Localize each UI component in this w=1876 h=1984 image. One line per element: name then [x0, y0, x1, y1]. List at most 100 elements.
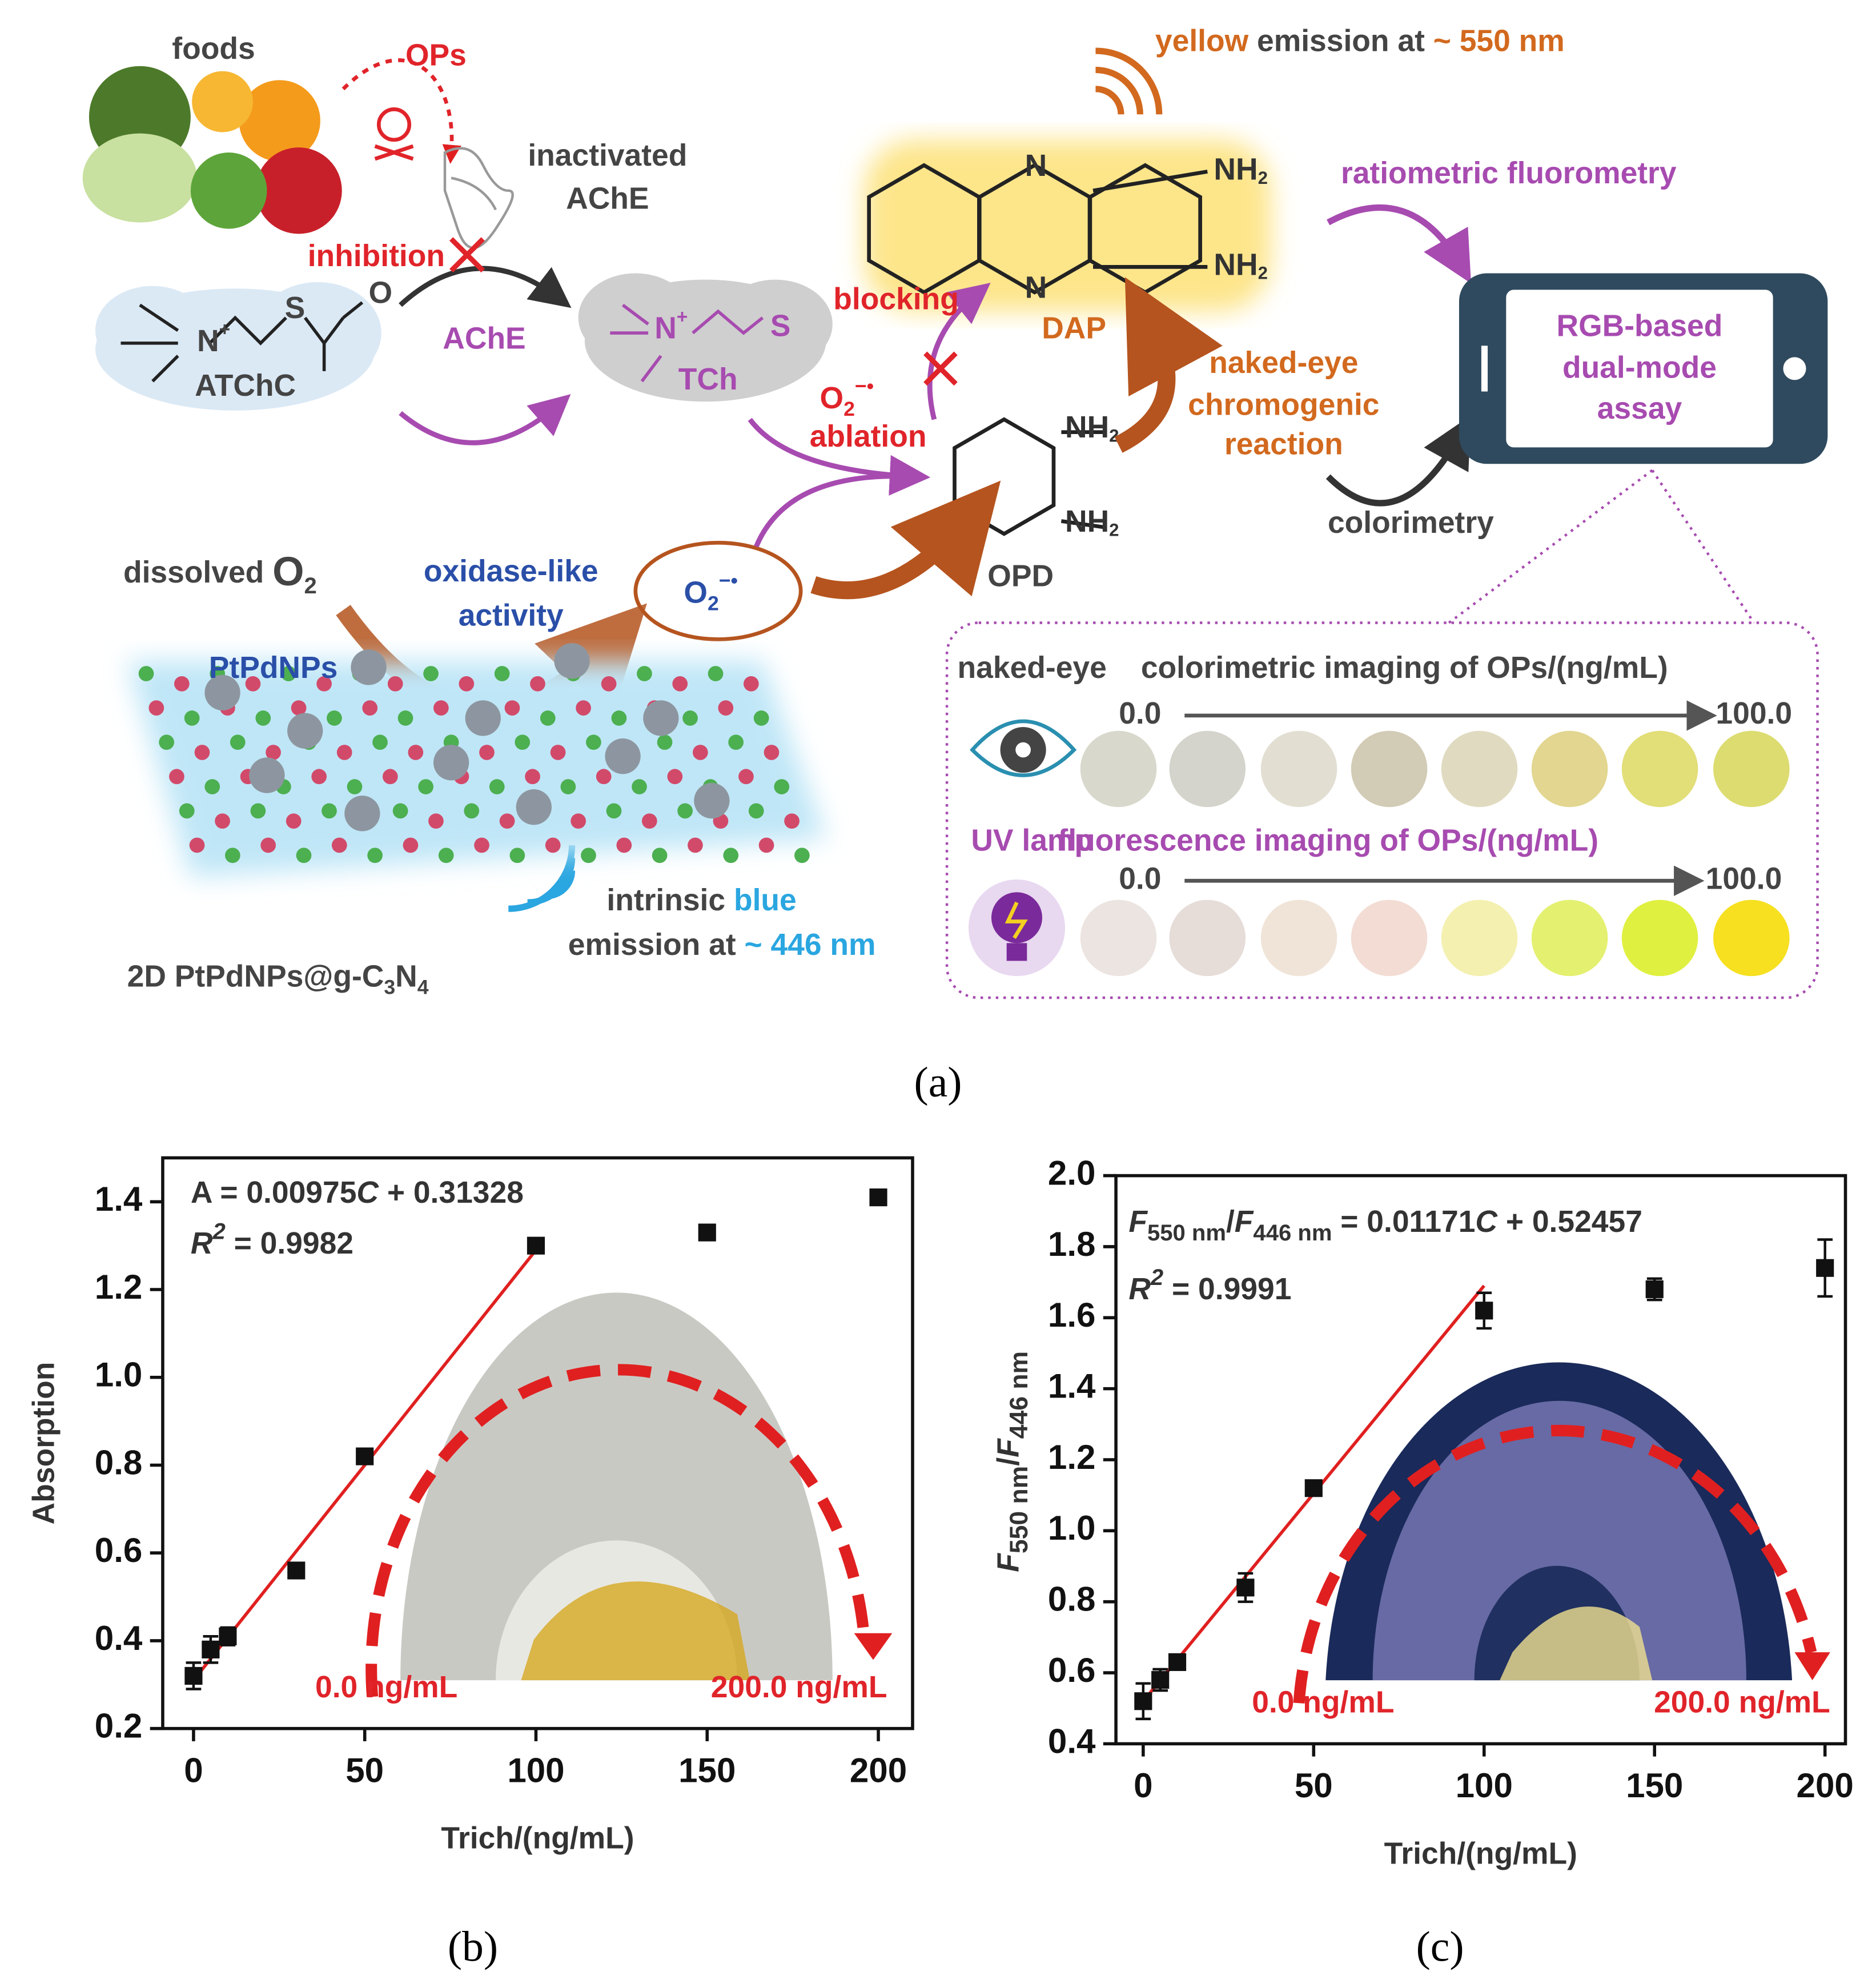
part: ~ 550 nm	[1433, 25, 1565, 58]
phone-screen	[1506, 290, 1773, 448]
atom	[692, 745, 708, 760]
sup: −•	[719, 569, 738, 592]
atom	[362, 700, 378, 716]
y-tick-label: 2.0	[1048, 1154, 1096, 1192]
point	[219, 1627, 237, 1645]
atom	[255, 710, 271, 726]
arrow	[1327, 204, 1471, 284]
y-tick-label: 0.4	[1048, 1722, 1096, 1760]
nanoparticle	[351, 649, 387, 685]
sub: 2	[1258, 263, 1268, 283]
arrow	[754, 473, 915, 548]
atom	[641, 813, 657, 829]
atom	[688, 837, 703, 853]
tch-bonds	[610, 303, 764, 383]
arrow	[810, 480, 1001, 600]
atom	[560, 779, 576, 794]
nanoparticle	[204, 674, 240, 711]
label: emission at ~ 446 nm	[568, 928, 876, 962]
sup: 2	[1150, 1264, 1163, 1290]
point	[698, 1223, 716, 1242]
x-tick-label: 50	[346, 1751, 384, 1789]
atom	[230, 734, 246, 750]
atom	[764, 745, 780, 760]
eye-icon	[970, 719, 1077, 777]
y-tick-label: 1.8	[1048, 1225, 1096, 1263]
atom	[738, 769, 754, 785]
atom	[499, 813, 515, 829]
x-tick-label: 100	[507, 1751, 564, 1789]
y-tick-label: 0.8	[95, 1443, 143, 1481]
x-tick-label: 200	[1797, 1766, 1854, 1805]
nh2: NH2	[1065, 411, 1119, 445]
x-tick-label: 150	[1626, 1766, 1683, 1805]
arrow	[399, 394, 571, 445]
sub: 2	[1109, 520, 1119, 540]
point	[184, 1666, 203, 1685]
y-tick-label: 1.2	[1048, 1438, 1096, 1476]
part: 2D PtPdNPs@g-C	[127, 960, 384, 994]
cloud-superoxide	[633, 540, 803, 641]
ops-arrow	[342, 58, 461, 164]
r-squared: R2 = 0.9982	[191, 1219, 353, 1260]
atom	[336, 745, 352, 760]
atom-s: S	[285, 291, 306, 325]
atom	[677, 803, 693, 819]
bond	[1060, 430, 1106, 529]
atom	[509, 848, 525, 864]
label: dissolved O2	[123, 549, 317, 599]
label: ratiometric fluorometry	[1341, 156, 1677, 190]
sub: 446 nm	[1005, 1351, 1033, 1439]
atom	[540, 710, 556, 726]
atom	[215, 813, 230, 829]
arrow	[399, 266, 572, 308]
ring	[953, 417, 1056, 536]
sub: 2	[304, 573, 317, 599]
r-squared: R2 = 0.9991	[1128, 1264, 1291, 1306]
atom	[774, 779, 790, 794]
nh: NH	[1065, 505, 1109, 539]
label: naked-eye	[1209, 346, 1358, 380]
nh2: NH2	[1214, 248, 1267, 283]
atom	[311, 769, 327, 785]
charge: +	[677, 306, 688, 327]
atom	[504, 700, 520, 716]
atom	[331, 837, 347, 853]
label: ablation	[810, 420, 927, 453]
y-tick-label: 1.6	[1048, 1296, 1096, 1334]
atom	[728, 734, 744, 750]
label: AChE	[443, 322, 525, 356]
y-tick-label: 0.8	[1048, 1580, 1096, 1618]
atom	[433, 700, 449, 716]
atom	[708, 666, 724, 681]
schematic: N+ S O N+ S N N NH2 NH2 NH2 NH2 foods OP…	[82, 25, 1828, 999]
part: + 0.31328	[379, 1176, 524, 1210]
part: + 0.52457	[1497, 1205, 1642, 1239]
atom	[280, 666, 296, 681]
part: F	[1128, 1205, 1148, 1239]
part: /	[1226, 1205, 1235, 1239]
atom	[397, 710, 413, 726]
x-axis-title: Trich/(ng/mL)	[441, 1822, 634, 1856]
part: dissolved	[123, 556, 272, 589]
label: colorimetric imaging of OPs/(ng/mL)	[1141, 651, 1668, 685]
atom	[250, 803, 266, 819]
y-tick-label: 0.6	[95, 1531, 143, 1569]
atom	[657, 734, 673, 750]
atom	[266, 745, 281, 760]
atom	[489, 779, 505, 794]
part: emission at	[1257, 25, 1425, 58]
part: = 0.9991	[1163, 1272, 1291, 1306]
nh2: NH2	[1065, 505, 1119, 540]
skull	[374, 107, 414, 161]
part: A = 0.00975	[191, 1176, 357, 1210]
label: dual-mode	[1562, 351, 1717, 385]
zoom-lines	[1448, 469, 1756, 624]
label: 100.0	[1716, 697, 1792, 730]
nanoparticle	[249, 757, 285, 793]
atom	[245, 676, 261, 692]
range-label: 0.0 ng/mL	[1252, 1686, 1394, 1720]
o: O	[820, 381, 844, 415]
atchc-bonds	[120, 301, 364, 383]
point	[1475, 1302, 1493, 1320]
